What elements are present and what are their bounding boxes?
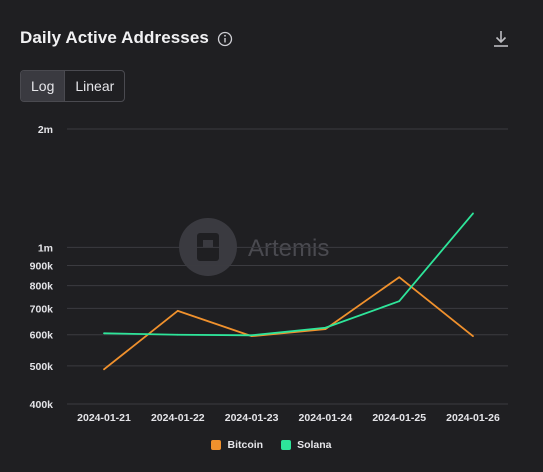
chart-header: Daily Active Addresses bbox=[20, 28, 233, 48]
y-tick-label: 900k bbox=[30, 260, 54, 272]
data-point-solana[interactable] bbox=[324, 326, 327, 329]
x-tick-label: 2024-01-26 bbox=[446, 412, 500, 424]
data-point-solana[interactable] bbox=[250, 334, 253, 337]
chart-title: Daily Active Addresses bbox=[20, 28, 209, 47]
y-tick-label: 500k bbox=[30, 361, 54, 373]
legend-swatch-solana bbox=[281, 440, 292, 450]
data-point-solana[interactable] bbox=[176, 333, 179, 336]
y-tick-label: 2m bbox=[38, 124, 53, 136]
y-tick-label: 1m bbox=[38, 242, 53, 254]
log-scale-button[interactable]: Log bbox=[21, 71, 65, 101]
data-point-bitcoin[interactable] bbox=[472, 335, 474, 338]
data-point-bitcoin[interactable] bbox=[103, 368, 105, 371]
y-tick-label: 600k bbox=[30, 330, 54, 342]
legend-label-solana: Solana bbox=[297, 439, 332, 451]
x-tick-label: 2024-01-23 bbox=[225, 412, 279, 424]
y-tick-label: 700k bbox=[30, 303, 54, 315]
info-icon[interactable] bbox=[217, 31, 233, 47]
series-line-solana[interactable] bbox=[103, 212, 474, 337]
x-tick-label: 2024-01-22 bbox=[151, 412, 205, 424]
data-point-bitcoin[interactable] bbox=[176, 309, 179, 312]
x-tick-label: 2024-01-24 bbox=[299, 412, 353, 424]
y-tick-label: 400k bbox=[30, 399, 54, 411]
series-line-bitcoin[interactable] bbox=[103, 276, 474, 371]
legend-item-bitcoin[interactable]: Bitcoin bbox=[211, 439, 263, 451]
download-icon[interactable] bbox=[492, 29, 510, 49]
x-tick-label: 2024-01-25 bbox=[372, 412, 426, 424]
data-point-solana[interactable] bbox=[103, 332, 105, 335]
legend-item-solana[interactable]: Solana bbox=[281, 439, 332, 451]
legend-label-bitcoin: Bitcoin bbox=[227, 439, 264, 451]
y-tick-label: 800k bbox=[30, 281, 54, 293]
x-tick-label: 2024-01-21 bbox=[77, 412, 131, 424]
chart-legend: Bitcoin Solana bbox=[0, 439, 543, 451]
scale-toggle: Log Linear bbox=[20, 70, 126, 102]
data-point-solana[interactable] bbox=[472, 212, 474, 215]
data-point-bitcoin[interactable] bbox=[398, 276, 401, 279]
data-point-solana[interactable] bbox=[398, 300, 401, 303]
linear-scale-button[interactable]: Linear bbox=[64, 71, 124, 101]
watermark-text: Artemis bbox=[248, 235, 329, 262]
legend-swatch-bitcoin bbox=[211, 440, 222, 450]
